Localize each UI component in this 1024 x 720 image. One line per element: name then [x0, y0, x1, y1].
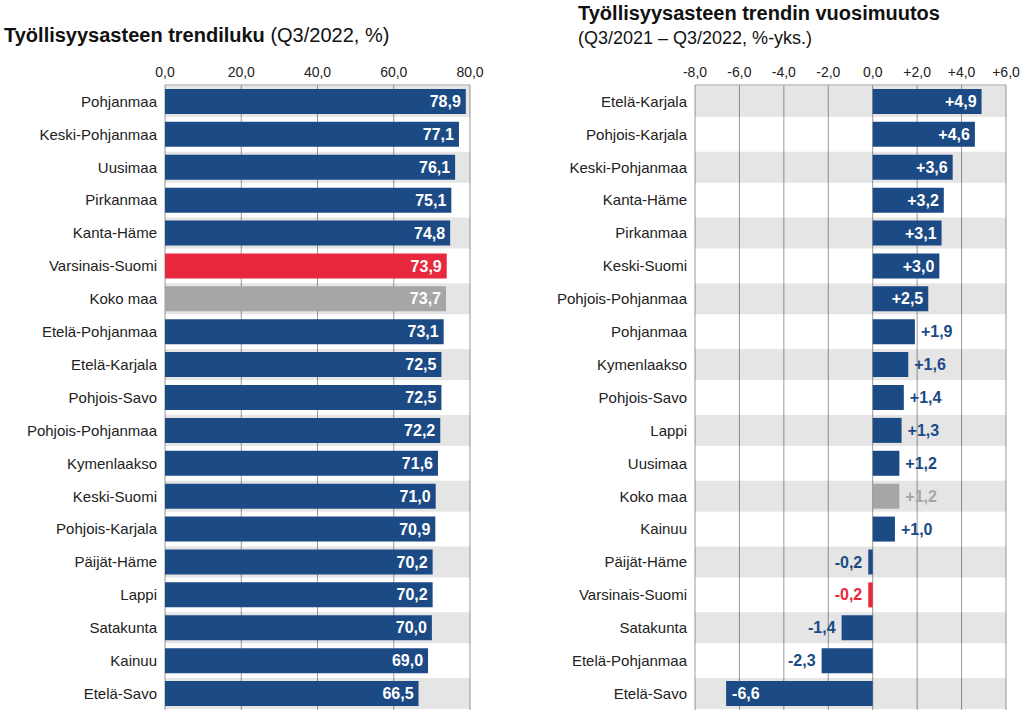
svg-text:+6,0: +6,0 [992, 64, 1016, 80]
svg-text:Etelä-Savo: Etelä-Savo [84, 685, 157, 702]
svg-text:Pirkanmaa: Pirkanmaa [615, 224, 687, 241]
svg-text:-0,2: -0,2 [835, 554, 863, 571]
svg-text:Uusimaa: Uusimaa [628, 455, 688, 472]
svg-text:-1,4: -1,4 [808, 619, 836, 636]
svg-text:-6,0: -6,0 [727, 64, 751, 80]
svg-text:72,5: 72,5 [405, 389, 436, 406]
svg-text:Pohjois-Pohjanmaa: Pohjois-Pohjanmaa [557, 290, 688, 307]
html-text:(Q3/2021 – Q3/2022, %-yks.): (Q3/2021 – Q3/2022, %-yks.) [578, 28, 813, 48]
svg-text:+4,6: +4,6 [938, 126, 970, 143]
svg-text:+1,4: +1,4 [910, 389, 942, 406]
svg-text:72,2: 72,2 [404, 422, 435, 439]
svg-text:Kanta-Häme: Kanta-Häme [603, 191, 687, 208]
svg-text:Pohjanmaa: Pohjanmaa [81, 93, 158, 110]
svg-text:78,9: 78,9 [430, 93, 461, 110]
svg-text:70,0: 70,0 [396, 619, 427, 636]
svg-text:73,9: 73,9 [411, 258, 442, 275]
svg-text:Kanta-Häme: Kanta-Häme [73, 224, 157, 241]
svg-text:+3,1: +3,1 [905, 225, 937, 242]
svg-text:-6,6: -6,6 [732, 685, 760, 702]
svg-text:+2,0: +2,0 [903, 64, 931, 80]
svg-text:Pohjois-Karjala: Pohjois-Karjala [56, 520, 158, 537]
svg-text:+1,3: +1,3 [908, 422, 940, 439]
svg-text:Päijät-Häme: Päijät-Häme [604, 553, 687, 570]
svg-text:0,0: 0,0 [863, 64, 883, 80]
svg-text:+3,2: +3,2 [907, 192, 939, 209]
svg-text:60,0: 60,0 [380, 64, 407, 80]
svg-text:Etelä-Karjala: Etelä-Karjala [601, 93, 688, 110]
svg-text:Koko maa: Koko maa [619, 488, 687, 505]
svg-text:Satakunta: Satakunta [619, 619, 687, 636]
svg-text:74,8: 74,8 [414, 225, 445, 242]
svg-text:Lappi: Lappi [120, 586, 157, 603]
svg-text:Lappi: Lappi [650, 422, 687, 439]
svg-text:+1,9: +1,9 [921, 323, 953, 340]
svg-text:Koko maa: Koko maa [89, 290, 157, 307]
svg-text:Keski-Suomi: Keski-Suomi [603, 257, 687, 274]
svg-text:20,0: 20,0 [228, 64, 255, 80]
svg-text:75,1: 75,1 [415, 192, 446, 209]
svg-text:Päijät-Häme: Päijät-Häme [74, 553, 157, 570]
svg-text:-2,3: -2,3 [788, 652, 816, 669]
svg-text:Pirkanmaa: Pirkanmaa [85, 191, 157, 208]
svg-text:Pohjanmaa: Pohjanmaa [611, 323, 688, 340]
svg-text:Etelä-Savo: Etelä-Savo [614, 685, 687, 702]
svg-text:Etelä-Karjala: Etelä-Karjala [71, 356, 158, 373]
svg-text:Kymenlaakso: Kymenlaakso [67, 455, 157, 472]
svg-text:71,6: 71,6 [402, 455, 433, 472]
svg-text:Keski-Pohjanmaa: Keski-Pohjanmaa [569, 159, 687, 176]
svg-text:+1,6: +1,6 [914, 356, 946, 373]
html-text:Työllisyysasteen trendiluku (Q: Työllisyysasteen trendiluku (Q3/2022, %) [4, 24, 390, 46]
svg-text:+3,6: +3,6 [916, 159, 948, 176]
svg-text:70,2: 70,2 [396, 586, 427, 603]
svg-text:70,2: 70,2 [396, 554, 427, 571]
svg-text:73,1: 73,1 [408, 323, 439, 340]
svg-text:+1,2: +1,2 [905, 455, 937, 472]
svg-text:80,0: 80,0 [456, 64, 483, 80]
svg-text:-0,2: -0,2 [835, 586, 863, 603]
svg-text:40,0: 40,0 [304, 64, 331, 80]
svg-text:70,9: 70,9 [399, 521, 430, 538]
svg-text:-8,0: -8,0 [683, 64, 707, 80]
svg-text:Satakunta: Satakunta [89, 619, 157, 636]
svg-text:73,7: 73,7 [410, 290, 441, 307]
svg-text:Pohjois-Pohjanmaa: Pohjois-Pohjanmaa [27, 422, 158, 439]
svg-text:+1,0: +1,0 [901, 521, 933, 538]
svg-text:+2,5: +2,5 [892, 290, 924, 307]
svg-text:+1,2: +1,2 [905, 488, 937, 505]
svg-text:Uusimaa: Uusimaa [98, 159, 158, 176]
svg-text:-4,0: -4,0 [772, 64, 796, 80]
svg-text:Pohjois-Karjala: Pohjois-Karjala [586, 126, 688, 143]
svg-text:Pohjois-Savo: Pohjois-Savo [69, 389, 157, 406]
svg-text:Pohjois-Savo: Pohjois-Savo [599, 389, 687, 406]
svg-text:69,0: 69,0 [392, 652, 423, 669]
svg-text:+4,9: +4,9 [945, 93, 977, 110]
svg-text:+4,0: +4,0 [948, 64, 976, 80]
svg-text:72,5: 72,5 [405, 356, 436, 373]
svg-text:-2,0: -2,0 [816, 64, 840, 80]
svg-text:Kymenlaakso: Kymenlaakso [597, 356, 687, 373]
svg-text:Varsinais-Suomi: Varsinais-Suomi [49, 257, 157, 274]
svg-text:Kainuu: Kainuu [110, 652, 157, 669]
svg-text:+3,0: +3,0 [903, 258, 935, 275]
svg-text:Kainuu: Kainuu [640, 520, 687, 537]
svg-text:Keski-Pohjanmaa: Keski-Pohjanmaa [39, 126, 157, 143]
svg-text:71,0: 71,0 [400, 488, 431, 505]
html-text:Työllisyysasteen trendin vuosi: Työllisyysasteen trendin vuosimuutos [578, 2, 940, 24]
svg-text:77,1: 77,1 [423, 126, 454, 143]
svg-text:Varsinais-Suomi: Varsinais-Suomi [579, 586, 687, 603]
svg-text:76,1: 76,1 [419, 159, 450, 176]
svg-text:0,0: 0,0 [155, 64, 175, 80]
svg-text:66,5: 66,5 [382, 685, 413, 702]
svg-text:Keski-Suomi: Keski-Suomi [73, 488, 157, 505]
svg-text:Etelä-Pohjanmaa: Etelä-Pohjanmaa [42, 323, 158, 340]
svg-text:Etelä-Pohjanmaa: Etelä-Pohjanmaa [572, 652, 688, 669]
